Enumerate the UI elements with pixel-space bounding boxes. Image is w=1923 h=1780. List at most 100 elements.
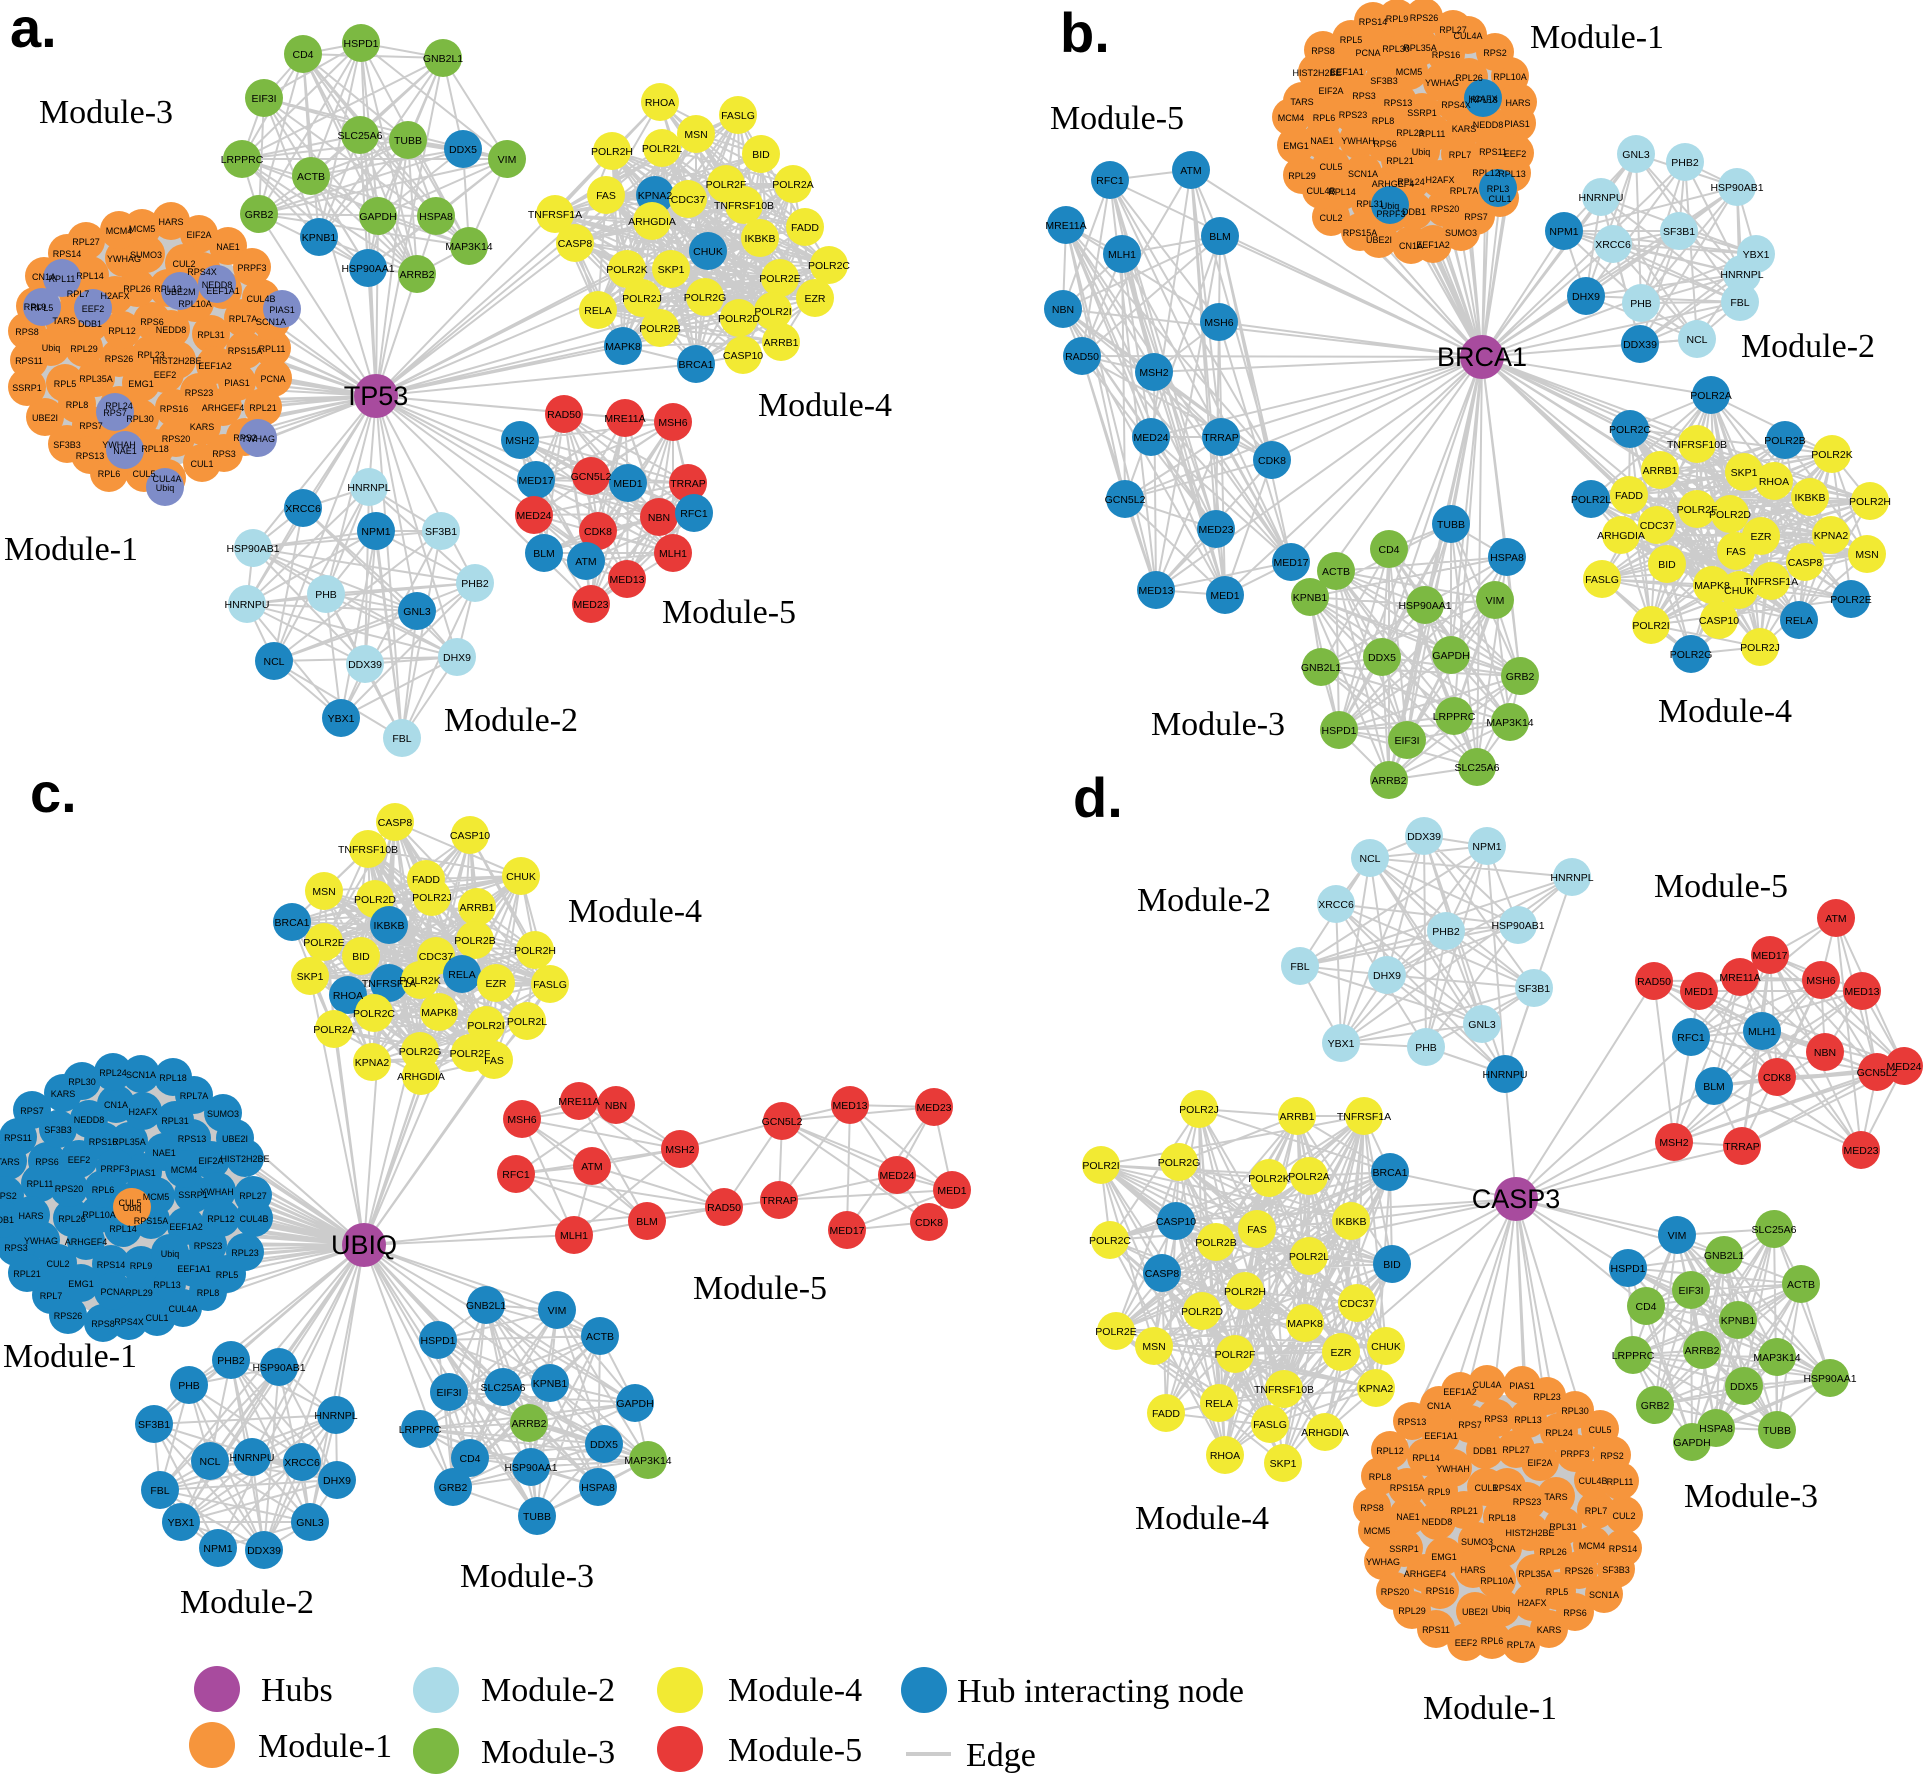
svg-text:ARHGDIA: ARHGDIA	[628, 216, 676, 228]
svg-text:Module-3: Module-3	[481, 1734, 615, 1771]
svg-text:ARHGDIA: ARHGDIA	[397, 1071, 445, 1083]
svg-text:SUMO3: SUMO3	[1461, 1537, 1493, 1547]
svg-text:RPL14: RPL14	[76, 271, 104, 281]
svg-text:POLR2I: POLR2I	[1082, 1160, 1119, 1172]
svg-text:RPL12: RPL12	[108, 326, 136, 336]
svg-text:EEF2: EEF2	[1455, 1638, 1478, 1648]
svg-text:SF3B1: SF3B1	[1518, 983, 1550, 995]
svg-text:MCM4: MCM4	[1278, 113, 1305, 123]
svg-text:CN1A: CN1A	[1427, 1401, 1451, 1411]
svg-text:H2AFX: H2AFX	[128, 1107, 157, 1117]
svg-text:FADD: FADD	[1152, 1408, 1180, 1420]
svg-text:HSP90AA1: HSP90AA1	[1398, 600, 1451, 612]
svg-text:UBIQ: UBIQ	[331, 1230, 397, 1260]
svg-text:POLR2H: POLR2H	[1849, 496, 1891, 508]
svg-text:BRCA1: BRCA1	[1437, 342, 1527, 372]
svg-text:RPL7A: RPL7A	[180, 1091, 209, 1101]
svg-text:b.: b.	[1060, 1, 1110, 64]
svg-text:CUL2: CUL2	[1319, 213, 1342, 223]
svg-text:HSPD1: HSPD1	[1321, 725, 1356, 737]
svg-text:Module-1: Module-1	[3, 1338, 137, 1375]
svg-text:POLR2E: POLR2E	[1830, 594, 1871, 606]
svg-text:EMG1: EMG1	[128, 379, 154, 389]
svg-text:GNB2L1: GNB2L1	[466, 1300, 506, 1312]
svg-text:RPS14: RPS14	[97, 1260, 126, 1270]
svg-text:POLR2I: POLR2I	[754, 306, 791, 318]
svg-text:POLR2G: POLR2G	[1158, 1157, 1201, 1169]
svg-text:FADD: FADD	[1615, 490, 1643, 502]
svg-text:RPS16: RPS16	[1432, 50, 1461, 60]
svg-text:PIAS1: PIAS1	[1509, 1381, 1535, 1391]
svg-text:YBX1: YBX1	[328, 713, 355, 725]
svg-text:HARS: HARS	[1505, 98, 1530, 108]
svg-text:MSN: MSN	[684, 129, 707, 141]
svg-text:YWHAH: YWHAH	[200, 1187, 234, 1197]
svg-text:SF3B1: SF3B1	[1663, 226, 1695, 238]
svg-text:MRE11A: MRE11A	[558, 1096, 599, 1108]
svg-text:MED1: MED1	[1684, 986, 1713, 998]
svg-text:RPL10A: RPL10A	[178, 299, 212, 309]
svg-text:VIM: VIM	[1668, 1230, 1687, 1242]
svg-text:HIST2H2BE: HIST2H2BE	[152, 356, 201, 366]
svg-text:MED23: MED23	[1843, 1145, 1878, 1157]
svg-text:CN1A: CN1A	[1399, 241, 1423, 251]
svg-text:RPL7: RPL7	[67, 289, 90, 299]
svg-text:NCL: NCL	[1686, 334, 1707, 346]
svg-text:HSPA8: HSPA8	[581, 1482, 615, 1494]
svg-text:POLR2H: POLR2H	[1224, 1286, 1266, 1298]
svg-text:GNL3: GNL3	[296, 1517, 324, 1529]
svg-text:RPL26: RPL26	[1539, 1547, 1567, 1557]
svg-text:GRB2: GRB2	[245, 209, 274, 221]
svg-text:ACTB: ACTB	[1322, 566, 1350, 578]
svg-text:RPL7: RPL7	[1585, 1506, 1608, 1516]
svg-text:RPL26: RPL26	[1455, 73, 1483, 83]
svg-text:POLR2A: POLR2A	[1690, 390, 1731, 402]
svg-text:RPS2: RPS2	[233, 433, 257, 443]
svg-text:LRPPRC: LRPPRC	[221, 154, 264, 166]
svg-text:RFC1: RFC1	[1096, 175, 1124, 187]
svg-text:POLR2C: POLR2C	[353, 1008, 395, 1020]
svg-text:MED17: MED17	[829, 1225, 864, 1237]
svg-text:POLR2F: POLR2F	[706, 179, 747, 191]
svg-text:CD4: CD4	[1378, 544, 1399, 556]
svg-text:EEF1A1: EEF1A1	[1330, 67, 1364, 77]
svg-text:CDC37: CDC37	[671, 194, 706, 206]
svg-text:NBN: NBN	[648, 512, 670, 524]
svg-text:POLR2J: POLR2J	[1179, 1104, 1219, 1116]
svg-text:MAP3K14: MAP3K14	[1486, 717, 1533, 729]
svg-text:VIM: VIM	[1486, 595, 1505, 607]
svg-text:EMG1: EMG1	[1431, 1552, 1457, 1562]
svg-text:SF3B3: SF3B3	[53, 440, 81, 450]
svg-text:KARS: KARS	[1537, 1625, 1562, 1635]
svg-text:SKP1: SKP1	[1270, 1458, 1297, 1470]
svg-text:RELA: RELA	[1205, 1398, 1232, 1410]
svg-text:PRPF3: PRPF3	[100, 1164, 129, 1174]
svg-text:MCM4: MCM4	[1579, 1541, 1606, 1551]
svg-text:TNFRSF10B: TNFRSF10B	[338, 844, 398, 856]
svg-text:VIM: VIM	[498, 154, 517, 166]
svg-text:RPL12: RPL12	[207, 1214, 235, 1224]
svg-text:HSP90AB1: HSP90AB1	[226, 543, 279, 555]
svg-text:YBX1: YBX1	[1328, 1038, 1355, 1050]
svg-text:H2AFX: H2AFX	[1468, 94, 1497, 104]
svg-text:RPL27: RPL27	[239, 1191, 267, 1201]
svg-text:BID: BID	[752, 149, 770, 161]
svg-text:ARRB1: ARRB1	[459, 902, 494, 914]
svg-text:SKP1: SKP1	[297, 971, 324, 983]
svg-text:XRCC6: XRCC6	[1318, 899, 1354, 911]
svg-text:SUMO3: SUMO3	[1445, 228, 1477, 238]
svg-text:DDX5: DDX5	[590, 1439, 618, 1451]
svg-text:TNFRSF10B: TNFRSF10B	[1254, 1384, 1314, 1396]
svg-text:UBE2M: UBE2M	[164, 287, 195, 297]
svg-text:ARHGEF4: ARHGEF4	[1404, 1569, 1447, 1579]
svg-text:RPL9: RPL9	[1386, 14, 1409, 24]
svg-text:POLR2C: POLR2C	[1089, 1235, 1131, 1247]
svg-text:ARHGDIA: ARHGDIA	[1597, 530, 1645, 542]
svg-text:TP53: TP53	[344, 381, 409, 411]
svg-text:CASP8: CASP8	[1145, 1268, 1180, 1280]
svg-text:HNRNPL: HNRNPL	[1720, 269, 1763, 281]
svg-text:CASP8: CASP8	[558, 238, 593, 250]
svg-text:FADD: FADD	[791, 222, 819, 234]
svg-text:RPS15A: RPS15A	[1343, 228, 1378, 238]
svg-text:CUL4A: CUL4A	[1453, 31, 1482, 41]
